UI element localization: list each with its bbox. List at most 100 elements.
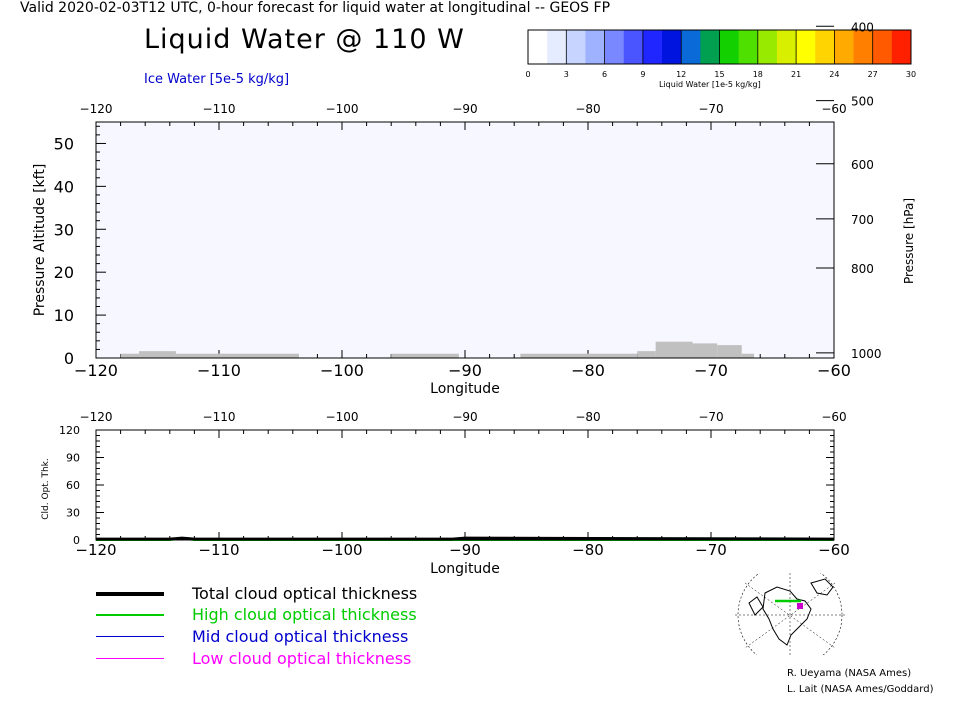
y2-tick-label: 600 [851, 158, 874, 172]
colorbar-tick-label: 27 [868, 70, 878, 79]
x-tick-label-top: −80 [575, 410, 600, 424]
y-tick-label: 40 [54, 177, 74, 196]
credit-line: L. Lait (NASA Ames/Goddard) [787, 684, 934, 695]
y-tick-label: 10 [54, 306, 74, 325]
y-tick-label: 0 [73, 534, 80, 547]
x-tick-label-top: −100 [326, 410, 359, 424]
x-tick-label-top: −100 [326, 102, 359, 116]
plot-background [96, 122, 834, 358]
colorbar-tick-label: 3 [564, 70, 569, 79]
x-tick-label-top: −120 [80, 410, 113, 424]
colorbar-tick-label: 9 [640, 70, 645, 79]
colorbar-swatch [700, 30, 720, 64]
y-axis-label: Pressure Altitude [kft] [32, 164, 48, 317]
x-tick-label: −70 [694, 361, 728, 380]
colorbar-swatch [738, 30, 759, 64]
x-tick-label: −110 [198, 541, 239, 559]
plot-frame [95, 429, 835, 541]
x-tick-label: −70 [695, 541, 727, 559]
ice-water-bar [139, 351, 176, 358]
legend-high-swatch [96, 614, 164, 616]
plot-background [96, 430, 834, 540]
series-line [96, 536, 835, 541]
legend-total-swatch [96, 592, 164, 596]
x-tick-label: −60 [818, 541, 850, 559]
chart-title: Liquid Water @ 110 W [144, 24, 465, 55]
x-tick-label-top: −70 [698, 410, 723, 424]
credit-line: R. Ueyama (NASA Ames) [787, 668, 912, 679]
colorbar-swatch [681, 30, 701, 64]
colorbar-swatch [853, 30, 874, 64]
colorbar-tick-label: 6 [602, 70, 607, 79]
colorbar-swatch [776, 30, 797, 64]
x-tick-label: −80 [572, 541, 604, 559]
colorbar-swatch [623, 30, 644, 64]
x-tick-label-top: −110 [203, 102, 236, 116]
y2-tick-label: 500 [851, 95, 874, 109]
x-axis-label: Longitude [430, 561, 500, 577]
y-tick-label: 0 [64, 349, 74, 368]
y2-tick-label: 800 [851, 262, 874, 276]
x-tick-label: −90 [449, 541, 481, 559]
colorbar-swatch [757, 30, 778, 64]
colorbar-swatch [872, 30, 893, 64]
x-tick-label-top: −60 [821, 102, 846, 116]
x-tick-label: −80 [571, 361, 605, 380]
ice-water-bar [637, 351, 656, 358]
y-tick-label: 50 [54, 134, 74, 153]
header-line: Valid 2020-02-03T12 UTC, 0-hour forecast… [20, 0, 611, 16]
ice-water-bar [655, 341, 693, 358]
x-tick-label: −60 [817, 361, 851, 380]
y-tick-label: 120 [59, 424, 80, 437]
ice-water-bar [120, 353, 140, 358]
x-tick-label-top: −70 [698, 102, 723, 116]
colorbar-swatch [834, 30, 855, 64]
x-axis-label: Longitude [430, 381, 500, 397]
ice-water-bar [175, 353, 299, 358]
main-chart: −120 −120 −110 −110 −100 −100 −90 −90 −80 −80 −70 −… [32, 20, 916, 397]
colorbar-swatch [719, 30, 740, 64]
x-tick-label-top: −60 [821, 410, 846, 424]
colorbar-swatch [547, 30, 567, 64]
colorbar-swatch [566, 30, 586, 64]
optical-thickness-chart: −120 −120 −110 −110 −100 −100 −90 −90 −80 −80 −70 −… [41, 410, 850, 577]
legend-high-label: High cloud optical thickness [192, 605, 417, 624]
ice-water-label: Ice Water [5e-5 kg/kg] [144, 72, 290, 87]
legend-low-label: Low cloud optical thickness [192, 649, 412, 668]
colorbar: 0 3 6 9 12 15 18 21 24 27 30 [525, 29, 916, 79]
x-tick-label: −110 [197, 361, 241, 380]
y-tick-label: 60 [66, 479, 80, 492]
colorbar-swatch [815, 30, 835, 64]
colorbar-title: Liquid Water [1e-5 kg/kg] [659, 80, 761, 89]
inset-map [735, 573, 845, 655]
legend-low-swatch [96, 658, 164, 659]
colorbar-tick-label: 0 [525, 70, 530, 79]
colorbar-tick-label: 24 [829, 70, 839, 79]
colorbar-tick-label: 12 [676, 70, 686, 79]
ice-water-bar [692, 343, 718, 358]
x-tick-label-top: −80 [575, 102, 600, 116]
y-tick-label: 20 [54, 263, 74, 282]
y2-axis-label: Pressure [hPa] [902, 198, 916, 284]
x-tick-label-top: −90 [452, 410, 477, 424]
credits: R. Ueyama (NASA Ames) L. Lait (NASA Ames… [787, 666, 933, 698]
y2-tick-label: 1000 [851, 347, 882, 361]
x-tick-label: −100 [320, 361, 364, 380]
x-tick-label-top: −90 [452, 102, 477, 116]
y2-tick-label: 400 [851, 20, 874, 34]
x-tick-label: −90 [448, 361, 482, 380]
colorbar-swatch [642, 30, 663, 64]
x-tick-label-top: −120 [80, 102, 113, 116]
colorbar-swatch [528, 30, 548, 64]
y-tick-label: 90 [66, 452, 80, 465]
colorbar-tick-label: 30 [906, 70, 916, 79]
y2-tick-label: 700 [851, 213, 874, 227]
colorbar-swatch [662, 30, 682, 64]
y-tick-label: 30 [66, 507, 80, 520]
legend-total-label: Total cloud optical thickness [192, 584, 418, 603]
x-tick-label-top: −110 [203, 410, 236, 424]
colorbar-tick-label: 15 [714, 70, 724, 79]
colorbar-swatch [796, 30, 816, 64]
legend-mid-label: Mid cloud optical thickness [192, 627, 409, 646]
colorbar-swatch [604, 30, 625, 64]
